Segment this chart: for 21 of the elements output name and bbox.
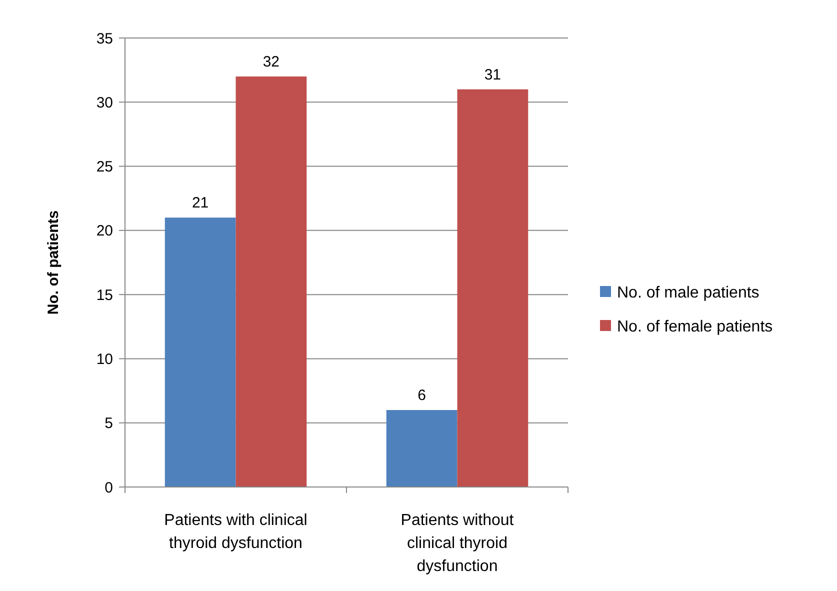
data-label: 32 (262, 53, 280, 70)
y-tick-label: 30 (96, 94, 113, 112)
data-label: 21 (192, 194, 209, 212)
y-tick-label: 15 (96, 286, 113, 304)
bar (386, 410, 458, 487)
y-tick-label: 25 (96, 158, 113, 176)
y-tick-label: 10 (96, 350, 113, 368)
data-label: 31 (484, 66, 502, 84)
bar (457, 89, 528, 487)
x-tick-label: Patients without clinical thyroid dysfunction (400, 512, 514, 575)
x-tick-label: Patients with clinical thyroid dysfunction (164, 512, 308, 552)
y-tick-label: 20 (96, 222, 113, 240)
y-tick-label: 5 (104, 415, 113, 432)
y-axis-title: No. of patients (45, 210, 62, 315)
legend-label: No. of female patients (617, 318, 773, 336)
legend-label: No. of male patients (617, 284, 760, 302)
y-tick-label: 0 (104, 479, 113, 496)
bar (236, 76, 307, 487)
data-label: 6 (418, 387, 426, 404)
y-tick-label: 35 (96, 30, 113, 48)
bar (164, 218, 236, 487)
